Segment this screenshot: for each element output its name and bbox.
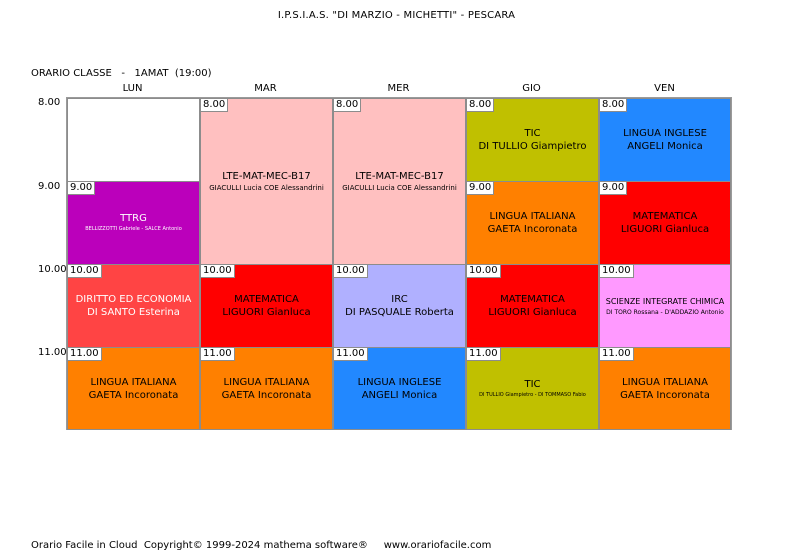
lesson-subject: TTRG [120,213,147,224]
lesson-block[interactable]: 11.00 LINGUA ITALIANA GAETA Incoronata [200,347,333,430]
lesson-teacher: LIGUORI Gianluca [620,224,710,235]
lesson-subject: MATEMATICA [234,294,299,305]
lesson-teacher: GIACULLI Lucia COE Alessandrini [209,183,324,192]
lesson-block[interactable]: 9.00 LINGUA ITALIANA GAETA Incoronata [466,181,599,265]
lesson-start-time: 11.00 [201,348,235,361]
lesson-block[interactable]: 9.00 MATEMATICA LIGUORI Gianluca [599,181,731,265]
class-title: ORARIO CLASSE - 1AMAT (19:00) [31,68,212,79]
lesson-start-time: 10.00 [334,265,368,278]
lesson-block[interactable]: 10.00 IRC DI PASQUALE Roberta [333,264,466,348]
day-header-ven: VEN [654,83,675,94]
lesson-start-time: 8.00 [334,99,362,112]
lesson-block[interactable]: 10.00 DIRITTO ED ECONOMIA DI SANTO Ester… [67,264,200,348]
lesson-subject: LTE-MAT-MEC-B17 [355,170,444,182]
lesson-teacher: DI PASQUALE Roberta [345,307,454,318]
lesson-start-time: 9.00 [467,182,495,195]
day-header-mar: MAR [254,83,277,94]
day-header-lun: LUN [122,83,143,94]
time-label-11: 11.00 [38,347,67,358]
day-header-mer: MER [387,83,410,94]
lesson-block[interactable]: 10.00 MATEMATICA LIGUORI Gianluca [200,264,333,348]
lesson-teacher: DI TULLIO Giampietro - DI TOMMASO Fabio [479,391,586,398]
lesson-block[interactable]: 11.00 LINGUA INGLESE ANGELI Monica [333,347,466,430]
footer-copyright: Orario Facile in Cloud Copyright© 1999-2… [31,540,492,551]
lesson-subject: IRC [391,294,408,305]
lesson-teacher: BELLIZZOTTI Gabriele - SALCE Antonio [85,226,182,232]
lesson-block[interactable]: 8.00 LINGUA INGLESE ANGELI Monica [599,98,731,182]
lesson-teacher: GIACULLI Lucia COE Alessandrini [342,183,457,192]
lesson-start-time: 11.00 [600,348,634,361]
lesson-block[interactable]: 8.00 TIC DI TULLIO Giampietro [466,98,599,182]
lesson-start-time: 8.00 [201,99,229,112]
time-label-9: 9.00 [38,181,61,192]
lesson-block[interactable]: 8.00 LTE-MAT-MEC-B17 GIACULLI Lucia COE … [333,98,466,265]
lesson-subject: SCIENZE INTEGRATE CHIMICA [605,297,725,306]
lesson-start-time: 8.00 [467,99,495,112]
lesson-block[interactable]: 11.00 LINGUA ITALIANA GAETA Incoronata [599,347,731,430]
lesson-start-time: 11.00 [467,348,501,361]
lesson-teacher: LIGUORI Gianluca [488,307,577,318]
lesson-subject: LINGUA INGLESE [623,128,707,139]
lesson-teacher: LIGUORI Gianluca [222,307,311,318]
lesson-subject: LTE-MAT-MEC-B17 [222,170,311,182]
lesson-start-time: 10.00 [68,265,102,278]
lesson-block[interactable]: 11.00 LINGUA ITALIANA GAETA Incoronata [67,347,200,430]
lesson-start-time: 9.00 [68,182,96,195]
lesson-subject: LINGUA ITALIANA [223,376,310,388]
lesson-subject: LINGUA ITALIANA [90,376,177,388]
lesson-teacher: ANGELI Monica [361,389,438,401]
lesson-start-time: 9.00 [600,182,628,195]
lesson-subject: LINGUA ITALIANA [622,376,708,388]
time-label-10: 10.00 [38,264,67,275]
lesson-teacher: GAETA Incoronata [620,389,710,401]
lesson-subject: TIC [524,128,541,139]
lesson-teacher: GAETA Incoronata [487,224,578,235]
lesson-start-time: 10.00 [467,265,501,278]
lesson-teacher: DI TORO Rossana - D'ADDAZIO Antonio [606,309,724,316]
lesson-block[interactable]: 10.00 SCIENZE INTEGRATE CHIMICA DI TORO … [599,264,731,348]
day-header-gio: GIO [522,83,541,94]
lesson-subject: DIRITTO ED ECONOMIA [75,294,192,305]
lesson-block[interactable]: 11.00 TIC DI TULLIO Giampietro - DI TOMM… [466,347,599,430]
lesson-start-time: 10.00 [201,265,235,278]
lesson-subject: LINGUA ITALIANA [489,211,576,222]
school-title: I.P.S.I.A.S. "DI MARZIO - MICHETTI" - PE… [277,10,516,21]
timetable-grid: 9.00 TTRG BELLIZZOTTI Gabriele - SALCE A… [66,97,732,430]
lesson-teacher: DI SANTO Esterina [87,307,180,318]
lesson-block[interactable]: 8.00 LTE-MAT-MEC-B17 GIACULLI Lucia COE … [200,98,333,265]
lesson-start-time: 8.00 [600,99,628,112]
time-label-8: 8.00 [38,97,61,108]
lesson-teacher: ANGELI Monica [627,141,703,152]
lesson-subject: MATEMATICA [632,211,698,222]
lesson-teacher: GAETA Incoronata [221,389,312,401]
lesson-block[interactable]: 9.00 TTRG BELLIZZOTTI Gabriele - SALCE A… [67,181,200,265]
lesson-start-time: 11.00 [68,348,102,361]
lesson-subject: LINGUA INGLESE [357,376,442,388]
lesson-teacher: DI TULLIO Giampietro [478,141,587,152]
lesson-subject: MATEMATICA [500,294,565,305]
lesson-teacher: GAETA Incoronata [88,389,179,401]
lesson-start-time: 11.00 [334,348,368,361]
lesson-start-time: 10.00 [600,265,634,278]
lesson-block[interactable]: 10.00 MATEMATICA LIGUORI Gianluca [466,264,599,348]
lesson-subject: TIC [524,378,541,390]
empty-slot [67,98,200,182]
